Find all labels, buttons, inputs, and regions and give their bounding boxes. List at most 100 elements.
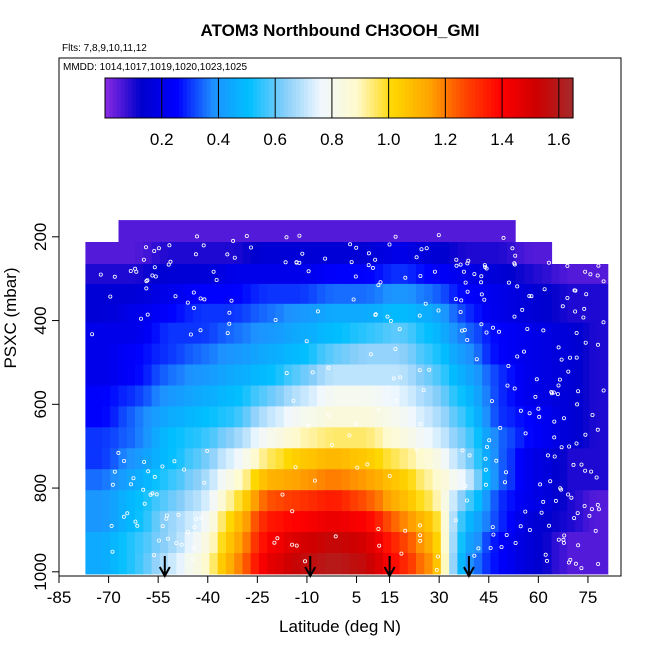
- sample-marker: [355, 465, 360, 470]
- heatmap-cell: [283, 322, 293, 345]
- heatmap-cell: [424, 553, 434, 575]
- heatmap-cell: [159, 283, 169, 305]
- heatmap-cell: [118, 469, 128, 491]
- heatmap-cell: [126, 364, 136, 386]
- heatmap-cell: [366, 490, 376, 512]
- heatmap-cell: [583, 364, 590, 386]
- sample-marker: [185, 300, 190, 305]
- sample-marker: [548, 479, 553, 484]
- sample-marker: [582, 306, 587, 311]
- sample-marker: [193, 252, 198, 257]
- heatmap-cell: [366, 406, 376, 428]
- colorbar-segment: [108, 78, 114, 118]
- heatmap-cell: [102, 427, 111, 449]
- heatmap-cell: [325, 511, 334, 533]
- heatmap-cell: [316, 364, 326, 386]
- sample-marker: [459, 298, 464, 303]
- heatmap-cell: [184, 490, 194, 512]
- sample-marker: [225, 252, 230, 257]
- heatmap-cell: [333, 283, 343, 305]
- heatmap-cell: [292, 343, 301, 365]
- heatmap-cell: [300, 264, 310, 285]
- heatmap-cell: [325, 322, 334, 345]
- heatmap-cell: [583, 427, 590, 449]
- heatmap-cell: [506, 532, 516, 554]
- heatmap-cell: [176, 532, 186, 554]
- heatmap-cell: [383, 283, 392, 305]
- heatmap-cell: [551, 448, 560, 470]
- heatmap-cell: [209, 220, 219, 243]
- sample-marker: [300, 251, 305, 256]
- heatmap-cell: [383, 322, 392, 345]
- sample-marker: [596, 507, 601, 512]
- heatmap-cell: [341, 264, 351, 285]
- heatmap-cell: [407, 406, 417, 428]
- heatmap-cell: [217, 303, 227, 324]
- heatmap-cell: [242, 264, 252, 285]
- heatmap-cell: [126, 303, 136, 324]
- sample-marker: [505, 383, 510, 388]
- heatmap-cell: [325, 343, 334, 365]
- heatmap-cell: [575, 448, 584, 470]
- heatmap-cell: [595, 322, 603, 345]
- heatmap-cell: [358, 385, 367, 407]
- heatmap-cell: [325, 283, 334, 305]
- x-tick-label: 30: [430, 588, 449, 607]
- heatmap-cell: [551, 322, 560, 345]
- heatmap-cell: [601, 322, 609, 345]
- colorbar-segment: [120, 78, 126, 118]
- heatmap-cell: [567, 490, 576, 512]
- sample-marker: [121, 514, 126, 519]
- colorbar-segment: [319, 78, 324, 118]
- heatmap-cell: [292, 283, 301, 305]
- heatmap-cell: [416, 448, 425, 470]
- heatmap-cell: [143, 220, 153, 243]
- heatmap-cell: [416, 469, 425, 491]
- colorbar-segment: [284, 78, 289, 118]
- heatmap-cell: [551, 343, 560, 365]
- heatmap-cell: [424, 264, 434, 285]
- heatmap-cell: [416, 553, 425, 575]
- heatmap-cell: [126, 264, 136, 285]
- heatmap-cell: [93, 264, 103, 285]
- sample-marker: [572, 516, 577, 521]
- heatmap-cell: [457, 385, 467, 407]
- heatmap-cell: [416, 242, 425, 265]
- heatmap-cell: [482, 490, 491, 512]
- heatmap-cell: [85, 322, 95, 345]
- sample-marker: [464, 498, 469, 503]
- heatmap-cell: [601, 427, 609, 449]
- heatmap-cell: [473, 532, 483, 554]
- heatmap-cell: [283, 532, 293, 554]
- heatmap-cell: [333, 303, 343, 324]
- heatmap-cell: [559, 448, 568, 470]
- heatmap-cell: [325, 427, 334, 449]
- heatmap-cell: [118, 364, 128, 386]
- heatmap-cell: [457, 490, 467, 512]
- sample-marker: [146, 469, 151, 474]
- sample-marker: [194, 234, 199, 239]
- heatmap-cell: [151, 303, 161, 324]
- sample-marker: [583, 468, 588, 473]
- heatmap-cell: [209, 553, 219, 575]
- sample-marker: [567, 444, 572, 449]
- heatmap-cell: [333, 553, 343, 575]
- heatmap-cell: [407, 511, 417, 533]
- sample-marker: [116, 450, 121, 455]
- heatmap-cell: [275, 511, 285, 533]
- heatmap-cell: [515, 553, 525, 575]
- sample-marker: [414, 447, 419, 452]
- heatmap-cell: [457, 343, 467, 365]
- heatmap-cell: [424, 322, 434, 345]
- colorbar-segment: [432, 78, 438, 118]
- heatmap-cell: [383, 264, 392, 285]
- colorbar-segment: [495, 78, 500, 118]
- colorbar-segment: [440, 78, 445, 118]
- heatmap-cell: [524, 532, 534, 554]
- heatmap-cell: [283, 511, 293, 533]
- sample-marker: [108, 294, 113, 299]
- heatmap-cell: [159, 322, 169, 345]
- heatmap-cell: [490, 264, 500, 285]
- sample-marker: [472, 272, 477, 277]
- heatmap-cell: [201, 448, 210, 470]
